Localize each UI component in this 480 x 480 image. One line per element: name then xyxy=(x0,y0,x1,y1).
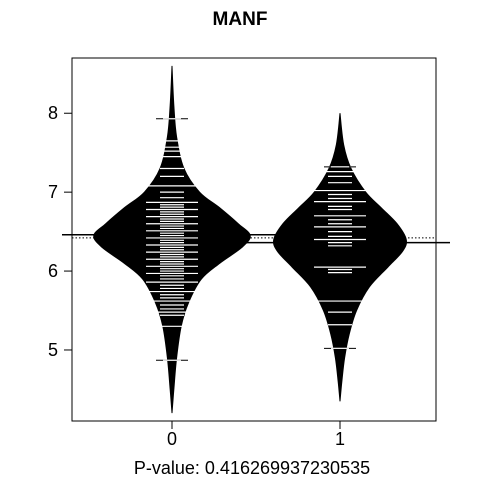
beans-layer xyxy=(62,65,450,414)
axis-layer: 5 6 7 8 0 1 xyxy=(48,57,437,449)
chart-title: MANF xyxy=(213,9,268,30)
y-tick-label: 6 xyxy=(48,261,58,281)
bean-shape-group-1 xyxy=(273,113,407,402)
x-tick-label: 0 xyxy=(167,429,177,449)
x-tick-label: 1 xyxy=(335,429,345,449)
y-tick-label: 5 xyxy=(48,340,58,360)
plot-frame xyxy=(71,57,437,422)
y-tick-label: 8 xyxy=(48,103,58,123)
x-axis-label: P-value: 0.416269937230535 xyxy=(134,458,370,478)
y-tick-label: 7 xyxy=(48,182,58,202)
bean-shape-group-0 xyxy=(93,65,251,414)
